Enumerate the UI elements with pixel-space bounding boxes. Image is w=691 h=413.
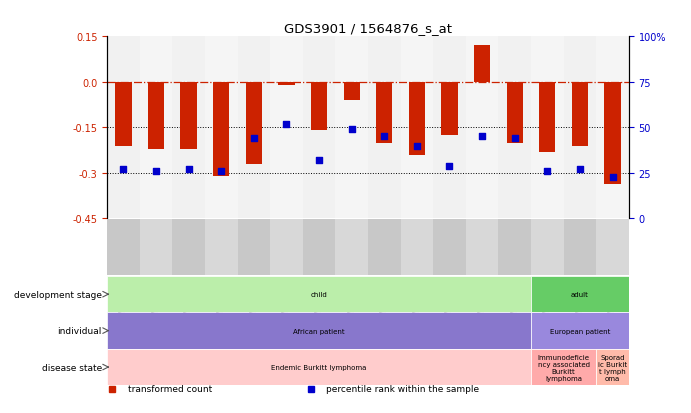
Point (151, 169, 162, 175)
Bar (596, 220, 629, 275)
Bar (205, 220, 238, 275)
Point (574, 166, 585, 173)
Point (607, 174, 618, 180)
Point (248, 135, 259, 142)
Bar (343, 83, 360, 101)
Bar (466, 220, 498, 275)
Bar (238, 220, 270, 275)
Title: GDS3901 / 1564876_s_at: GDS3901 / 1564876_s_at (284, 21, 452, 35)
Point (118, 166, 129, 173)
Text: development stage: development stage (14, 290, 102, 299)
Text: African patient: African patient (293, 328, 345, 334)
Bar (115, 83, 131, 146)
Point (444, 163, 455, 169)
Bar (368, 37, 401, 219)
Bar (311, 83, 328, 131)
Bar (246, 83, 262, 164)
Point (542, 169, 553, 175)
Bar (107, 37, 140, 219)
Bar (605, 83, 621, 184)
Bar (368, 220, 401, 275)
Point (183, 166, 194, 173)
Text: transformed count: transformed count (128, 384, 212, 393)
Bar (107, 349, 531, 385)
Point (314, 157, 325, 164)
Bar (433, 220, 466, 275)
Text: Endemic Burkitt lymphoma: Endemic Burkitt lymphoma (272, 364, 367, 370)
Text: Immunodeficie
ncy associated
Burkitt
lymphoma: Immunodeficie ncy associated Burkitt lym… (538, 354, 589, 381)
Bar (564, 37, 596, 219)
Bar (596, 349, 629, 385)
Text: European patient: European patient (550, 328, 610, 334)
Point (281, 121, 292, 128)
Bar (140, 37, 172, 219)
Bar (531, 276, 629, 313)
Bar (401, 37, 433, 219)
Bar (498, 37, 531, 219)
Bar (270, 37, 303, 219)
Bar (433, 37, 466, 219)
Bar (303, 220, 335, 275)
Bar (107, 220, 140, 275)
Point (411, 143, 422, 150)
Bar (498, 220, 531, 275)
Bar (531, 220, 564, 275)
Bar (213, 83, 229, 176)
Bar (408, 83, 425, 155)
Bar (172, 37, 205, 219)
Point (216, 169, 227, 175)
Bar (564, 220, 596, 275)
Bar (531, 313, 629, 349)
Bar (539, 83, 556, 152)
Bar (531, 349, 596, 385)
Bar (172, 220, 205, 275)
Text: Sporad
ic Burkit
t lymph
oma: Sporad ic Burkit t lymph oma (598, 354, 627, 381)
Bar (270, 220, 303, 275)
Bar (140, 220, 172, 275)
Text: percentile rank within the sample: percentile rank within the sample (326, 384, 480, 393)
Bar (507, 83, 523, 143)
Bar (335, 220, 368, 275)
Bar (466, 37, 498, 219)
Bar (238, 37, 270, 219)
Bar (107, 276, 531, 313)
Bar (531, 37, 564, 219)
Bar (596, 37, 629, 219)
Bar (180, 83, 197, 149)
Point (346, 126, 357, 133)
Text: child: child (311, 292, 328, 297)
Bar (335, 37, 368, 219)
Bar (278, 83, 294, 85)
Text: individual: individual (57, 326, 102, 335)
Point (509, 135, 520, 142)
Bar (401, 220, 433, 275)
Bar (107, 313, 531, 349)
Bar (148, 83, 164, 149)
Text: disease state: disease state (41, 363, 102, 372)
Point (379, 134, 390, 140)
Bar (571, 83, 588, 146)
Bar (474, 46, 490, 83)
Bar (376, 83, 392, 143)
Bar (303, 37, 335, 219)
Bar (442, 83, 457, 135)
Text: adult: adult (571, 292, 589, 297)
Point (477, 134, 488, 140)
Bar (205, 37, 238, 219)
